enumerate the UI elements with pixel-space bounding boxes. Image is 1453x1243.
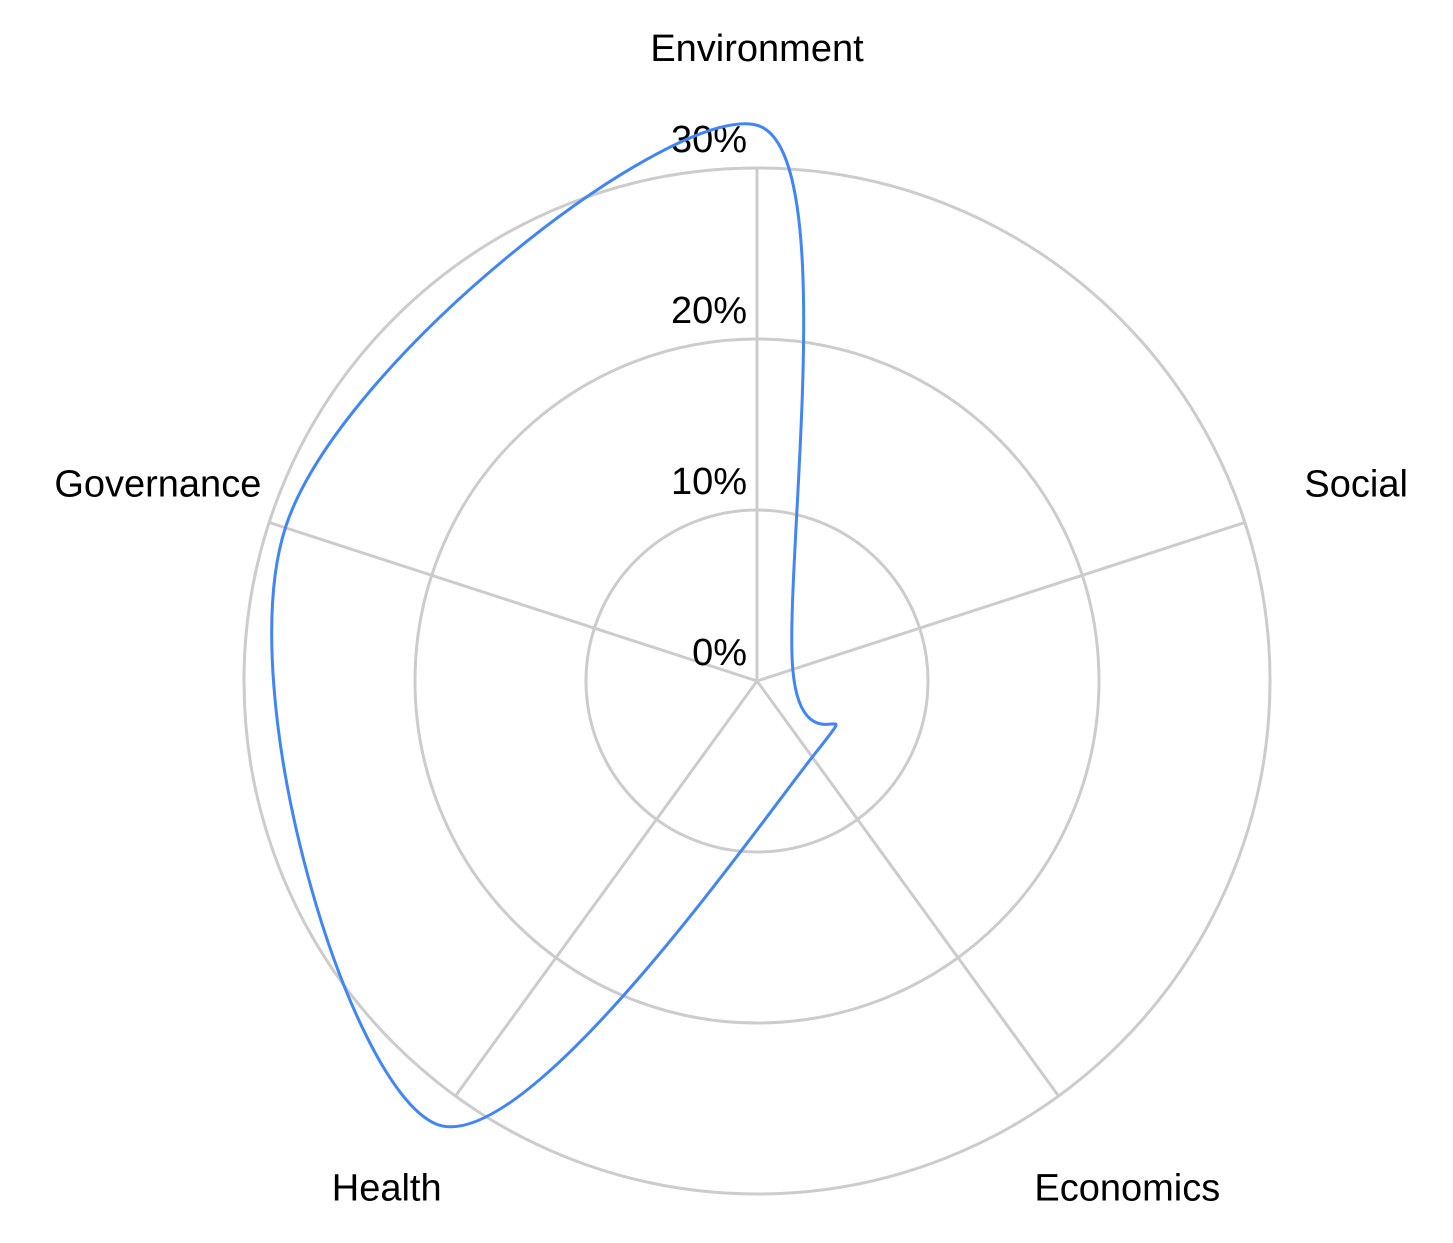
category-label: Environment [650,28,864,70]
y-tick-label: 20% [671,290,747,332]
spoke [268,521,758,683]
spoke [454,680,759,1097]
category-label: Governance [54,463,261,505]
y-tick-label: 10% [671,461,747,503]
spoke [755,680,1060,1097]
category-label: Social [1304,463,1408,505]
category-label: Health [332,1168,442,1210]
y-tick-label: 0% [692,632,747,674]
spoke [756,521,1246,683]
category-label: Economics [1034,1168,1220,1210]
series-line [270,122,838,1129]
